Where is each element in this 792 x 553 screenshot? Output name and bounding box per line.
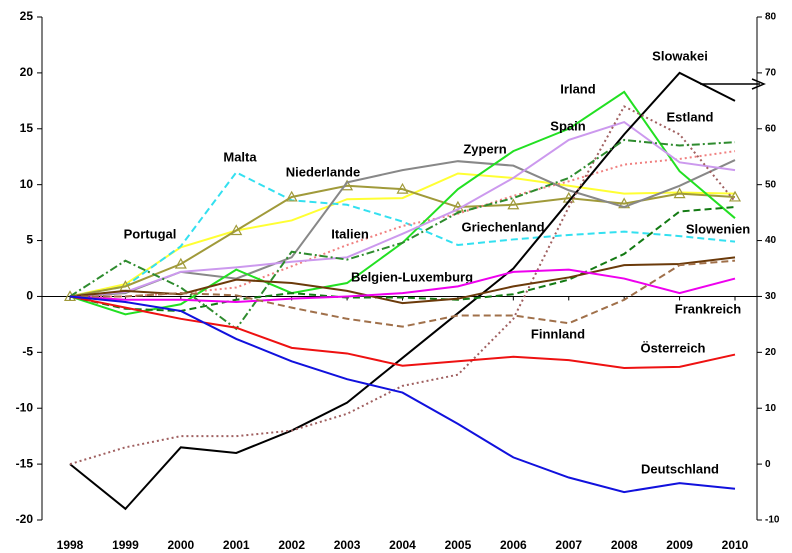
point-marker <box>507 198 520 210</box>
x-tick-label: 2005 <box>445 538 472 552</box>
x-tick-label: 2002 <box>278 538 305 552</box>
y-tick-label: -10 <box>16 400 34 414</box>
y2-tick-label: 70 <box>765 68 777 79</box>
point-marker <box>396 182 409 194</box>
series-label: Belgien-Luxemburg <box>351 269 473 284</box>
y-tick-label: 20 <box>20 65 34 79</box>
x-tick-label: 2009 <box>666 538 693 552</box>
series-label: Finnland <box>531 326 585 341</box>
series-line <box>69 71 736 511</box>
y-tick-label: 15 <box>20 121 34 135</box>
x-tick-label: 2003 <box>334 538 361 552</box>
x-tick-label: 2004 <box>389 538 416 552</box>
point-marker <box>673 187 686 199</box>
series-label: Irland <box>560 81 595 96</box>
y2-tick-label: 20 <box>765 347 777 358</box>
y2-tick-label: 10 <box>765 403 777 414</box>
y2-tick-label: 40 <box>765 235 777 246</box>
series-label: Spain <box>550 118 585 133</box>
series-label: Slowakei <box>652 48 708 63</box>
x-tick-label: 2000 <box>167 538 194 552</box>
series-label: Zypern <box>463 141 506 156</box>
series-line <box>69 268 736 304</box>
y-tick-label: -15 <box>16 456 34 470</box>
series-line <box>69 171 736 298</box>
y-tick-label: 10 <box>20 177 34 191</box>
y-tick-label: 25 <box>20 9 34 23</box>
point-marker <box>728 190 742 202</box>
point-marker <box>451 200 464 212</box>
series-line <box>69 120 736 298</box>
y2-tick-label: 60 <box>765 123 777 134</box>
series-label: Griechenland <box>461 219 544 234</box>
point-marker <box>285 190 298 202</box>
y-tick-label: -20 <box>16 512 34 526</box>
y-tick-label: -5 <box>22 345 33 359</box>
series-label: Österreich <box>640 340 705 355</box>
series-label: Italien <box>331 226 369 241</box>
y2-tick-label: -10 <box>765 515 780 526</box>
x-tick-label: 2001 <box>223 538 250 552</box>
x-tick-label: 2007 <box>555 538 582 552</box>
x-tick-label: 2006 <box>500 538 527 552</box>
x-tick-label: 1999 <box>112 538 139 552</box>
y2-tick-label: 0 <box>765 459 771 470</box>
x-tick-label: 2008 <box>611 538 638 552</box>
series-line <box>70 259 736 328</box>
series-label: Estland <box>667 109 714 124</box>
series-line <box>69 184 736 298</box>
series-line <box>69 295 736 369</box>
series-line <box>69 138 736 331</box>
point-marker <box>174 257 187 269</box>
x-tick-label: 2010 <box>722 538 749 552</box>
point-marker <box>230 224 243 236</box>
series-line <box>69 256 736 305</box>
series-label: Deutschland <box>641 461 719 476</box>
series-label: Slowenien <box>686 221 750 236</box>
series-label: Portugal <box>124 226 177 241</box>
series-label: Malta <box>223 149 257 164</box>
series-label: Frankreich <box>675 301 742 316</box>
series-line <box>69 295 736 494</box>
arrow-head <box>751 78 766 90</box>
series-line <box>69 206 736 312</box>
series-label: Niederlande <box>286 164 360 179</box>
series-line <box>69 105 736 466</box>
y2-tick-label: 50 <box>765 179 777 190</box>
y-tick-label: 0 <box>26 289 33 303</box>
y2-tick-label: 30 <box>765 291 777 302</box>
x-tick-label: 1998 <box>57 538 84 552</box>
y-tick-label: 5 <box>26 233 33 247</box>
y2-tick-label: 80 <box>765 12 777 23</box>
